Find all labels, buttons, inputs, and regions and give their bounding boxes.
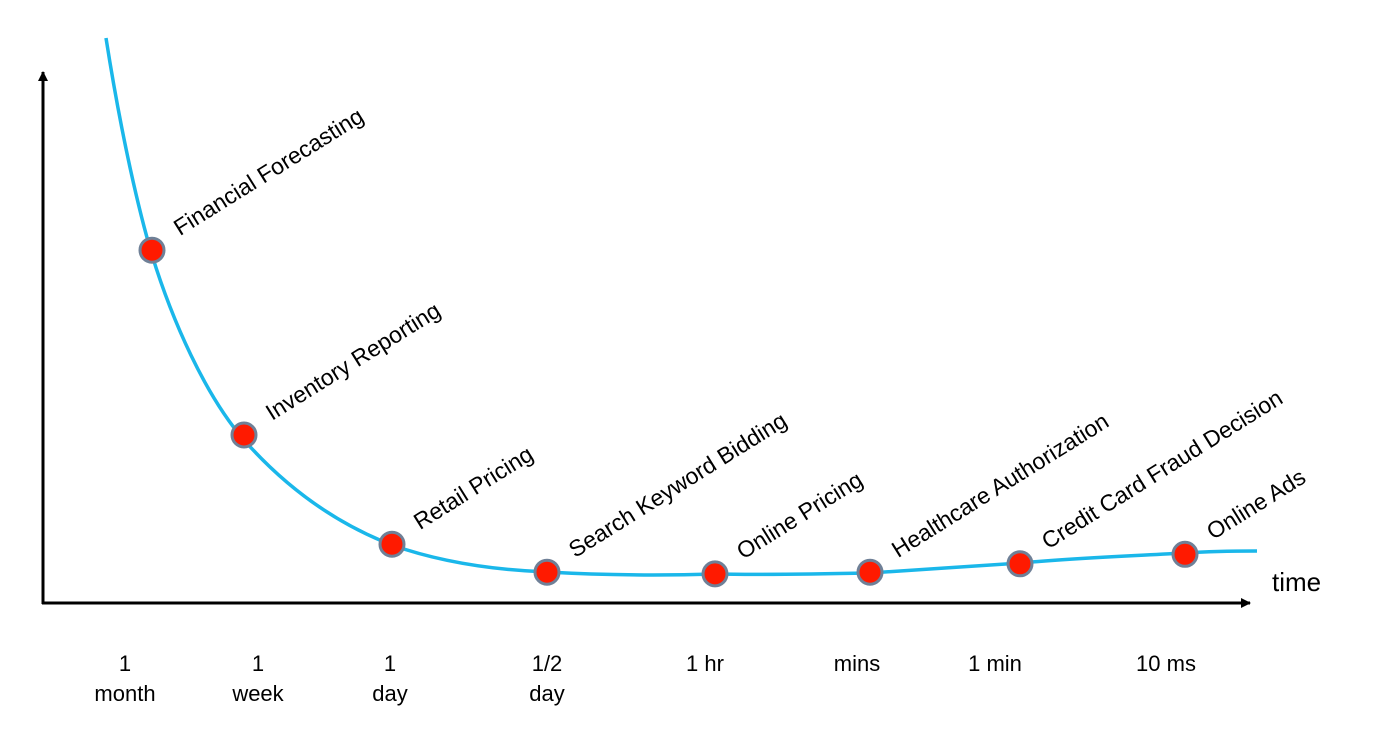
data-point-marker: [1006, 550, 1034, 578]
data-point-marker: [230, 421, 258, 449]
data-point-marker: [533, 558, 561, 586]
data-point-marker: [701, 560, 729, 588]
x-tick-label: 10 ms: [1136, 651, 1196, 676]
data-point-marker: [856, 558, 884, 586]
data-point-label: Online Ads: [1202, 464, 1310, 545]
x-tick-label: 1 day: [372, 651, 407, 706]
data-point-label: Inventory Reporting: [261, 297, 445, 425]
data-point-marker: [378, 530, 406, 558]
x-tick-label: 1 month: [94, 651, 155, 706]
data-point-label: Online Pricing: [732, 466, 867, 564]
x-tick-label: mins: [834, 651, 880, 676]
x-tick-label: 1 min: [968, 651, 1022, 676]
data-point-marker: [138, 236, 166, 264]
x-tick-label: 1 hr: [686, 651, 724, 676]
x-axis-title: time: [1272, 567, 1321, 597]
data-point-label: Healthcare Authorization: [887, 408, 1113, 563]
trend-curve: [104, 37, 1258, 577]
data-point-label: Retail Pricing: [409, 441, 538, 535]
data-point-label: Credit Card Fraud Decision: [1037, 384, 1287, 554]
x-tick-label: 1 week: [231, 651, 284, 706]
data-point-marker: [1171, 540, 1199, 568]
x-tick-label: 1/2 day: [529, 651, 564, 706]
data-point-label: Financial Forecasting: [169, 103, 368, 241]
